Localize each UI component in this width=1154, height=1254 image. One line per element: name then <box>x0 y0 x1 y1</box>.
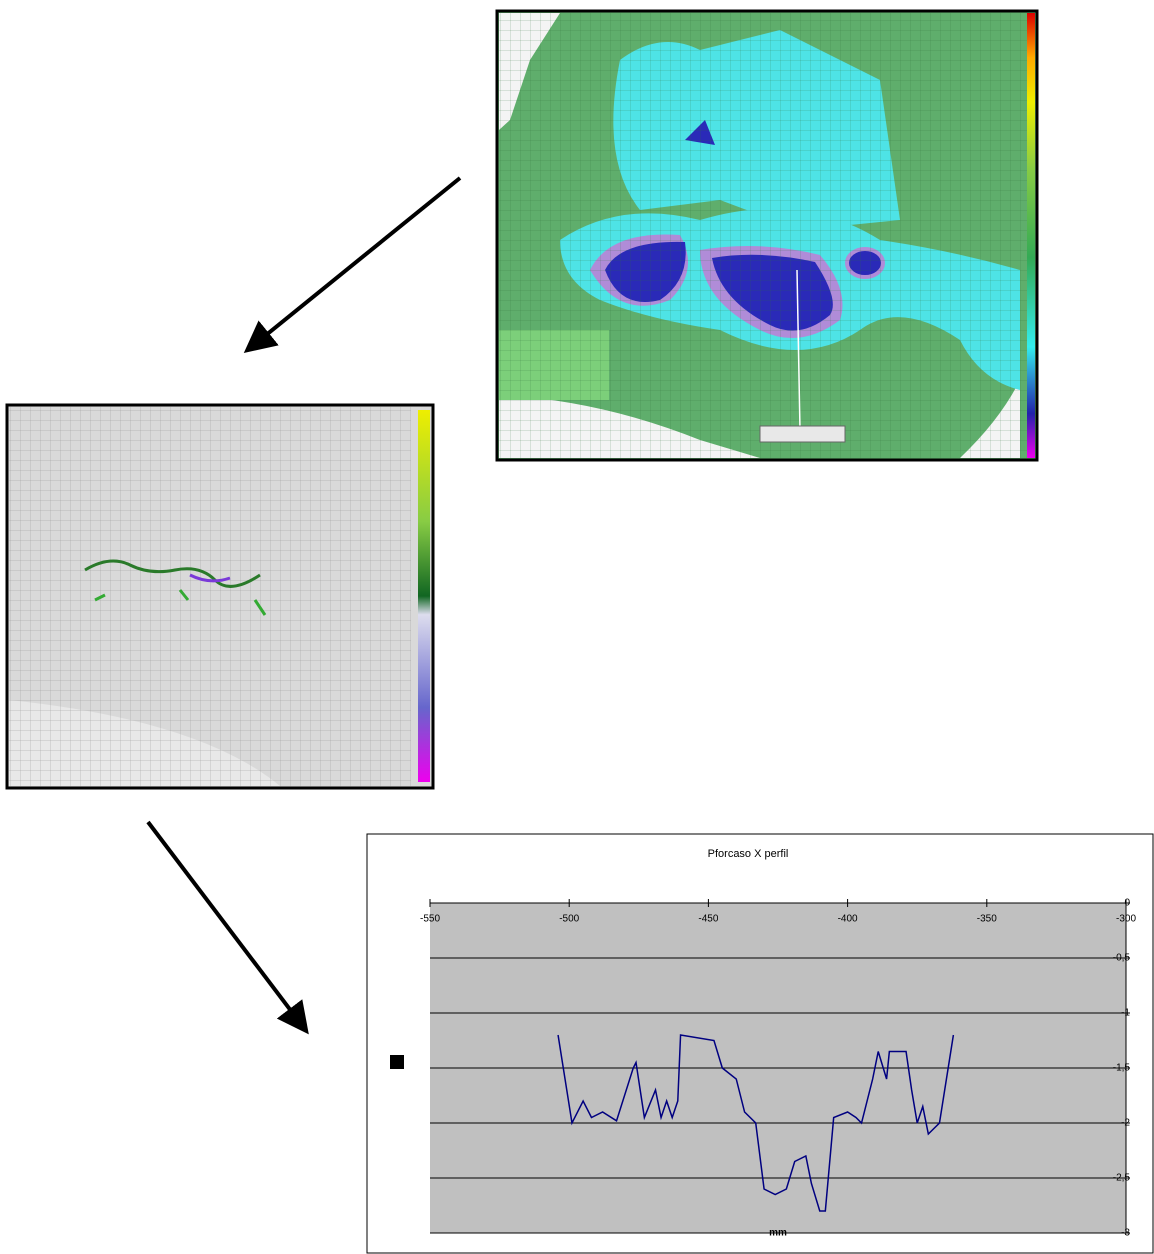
page: {"chart_data": {"type": "line", "title":… <box>0 0 1154 1254</box>
y-tick-label: -0,5 <box>1113 953 1131 964</box>
heatmap-top <box>497 11 1037 460</box>
x-tick-label: -400 <box>838 914 858 925</box>
legend-marker <box>390 1055 404 1069</box>
arrow <box>148 822 304 1028</box>
canvas: Pforcaso X perfil mm 0-0,5-1-1,5-2-2,5-3… <box>0 0 1154 1254</box>
x-tick-label: -350 <box>977 914 997 925</box>
x-tick-label: -500 <box>559 914 579 925</box>
x-tick-label: -450 <box>698 914 718 925</box>
chart-title: Pforcaso X perfil <box>708 848 789 860</box>
y-tick-label: -1,5 <box>1113 1063 1131 1074</box>
heatmap-middle <box>7 405 433 788</box>
x-tick-label: -550 <box>420 914 440 925</box>
arrow <box>250 178 460 348</box>
y-tick-label: -2,5 <box>1113 1173 1131 1184</box>
